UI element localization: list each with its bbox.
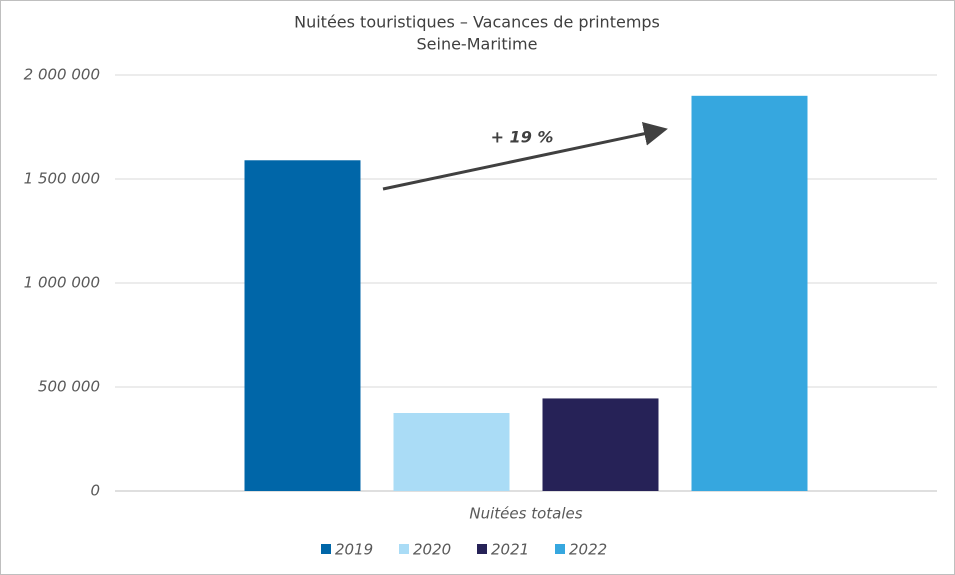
growth-arrow bbox=[382, 121, 668, 191]
y-tick-label: 1 000 000 bbox=[24, 274, 100, 292]
legend-swatch bbox=[399, 544, 409, 554]
y-tick-label: 0 bbox=[90, 482, 100, 500]
legend-label: 2020 bbox=[413, 541, 451, 559]
x-tick-label: Nuitées totales bbox=[469, 505, 582, 523]
legend-swatch bbox=[321, 544, 331, 554]
chart-title: Nuitées touristiques – Vacances de print… bbox=[294, 13, 660, 32]
bar bbox=[542, 398, 659, 491]
legend-swatch bbox=[477, 544, 487, 554]
chart-subtitle: Seine-Maritime bbox=[417, 35, 538, 54]
legend-swatch bbox=[555, 544, 565, 554]
bar bbox=[244, 160, 361, 491]
legend-label: 2022 bbox=[569, 541, 607, 559]
y-tick-label: 500 000 bbox=[38, 378, 100, 396]
bar bbox=[393, 413, 510, 491]
annotation: + 19 % bbox=[491, 128, 554, 147]
legend-label: 2021 bbox=[491, 541, 529, 559]
bar bbox=[691, 95, 808, 492]
y-tick-label: 1 500 000 bbox=[24, 170, 100, 188]
legend-label: 2019 bbox=[335, 541, 373, 559]
y-tick-label: 2 000 000 bbox=[24, 66, 100, 84]
